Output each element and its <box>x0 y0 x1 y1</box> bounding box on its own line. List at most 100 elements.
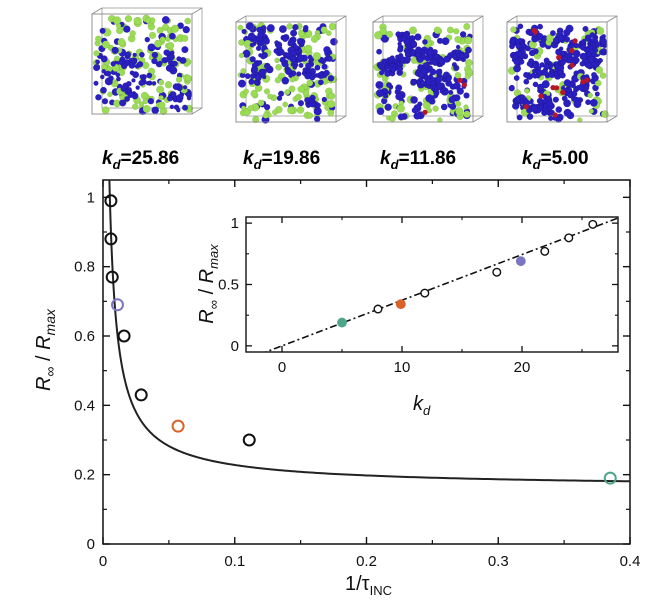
snapshot-particle <box>410 79 417 86</box>
snapshot-particle <box>139 74 144 79</box>
snapshot-particle <box>585 62 593 69</box>
snapshot-particle <box>289 55 297 63</box>
snapshot-particle <box>464 73 471 80</box>
snapshot-particle <box>101 98 109 105</box>
main-fit-curve <box>108 180 630 483</box>
snapshot-particle <box>315 102 321 109</box>
snapshot-particle <box>119 94 125 101</box>
snapshot-particle <box>537 23 544 30</box>
snapshot-particle <box>310 35 319 43</box>
snapshot-particle <box>385 30 394 38</box>
snapshot-box-depth-edge <box>506 15 518 23</box>
snapshot-particle <box>513 64 522 73</box>
inset-data-point <box>588 219 598 229</box>
snapshot-particle <box>266 24 275 33</box>
snapshot-particle <box>463 92 470 99</box>
snapshot-particle <box>288 85 296 93</box>
snapshot-particle <box>101 106 110 115</box>
snapshot-particle <box>95 59 101 65</box>
snapshot-particle <box>514 96 522 103</box>
snapshot-particle <box>430 80 436 86</box>
snapshot-particle <box>95 94 102 101</box>
snapshot-particle <box>241 105 247 111</box>
snapshot-particle <box>415 52 421 58</box>
snapshot-particle <box>177 22 184 30</box>
snapshot-particle <box>184 74 192 82</box>
snapshot-particle <box>448 89 454 95</box>
snapshot-particle <box>560 59 566 66</box>
main-y-tick-label: 0.4 <box>74 397 95 414</box>
snapshot-particle <box>148 31 157 39</box>
snapshot-particle <box>241 28 247 35</box>
snapshot-particle <box>127 91 134 99</box>
snapshot-box <box>235 15 347 124</box>
snapshot-particle <box>304 44 313 53</box>
snapshot-particle <box>596 26 605 35</box>
snapshot-particle <box>135 85 140 90</box>
snapshot-particle <box>244 73 251 80</box>
snapshot-particle <box>115 76 121 82</box>
snapshot-particle <box>144 17 152 24</box>
snapshot-particle <box>438 58 445 65</box>
snapshot-particle <box>463 23 471 30</box>
snapshot-particle <box>580 79 586 85</box>
snapshot-particle <box>169 104 175 110</box>
main-data-point <box>134 388 148 402</box>
snapshot-particle <box>132 71 140 79</box>
snapshot-particle <box>456 87 464 95</box>
snapshot-particle <box>400 35 407 42</box>
snapshot-particle <box>317 79 324 86</box>
snapshot-particle <box>99 27 106 34</box>
snapshot-label-4: kd=5.00 <box>522 148 589 172</box>
snapshot-particle <box>250 89 258 98</box>
snapshot-particle <box>249 42 255 48</box>
snapshot-particle <box>546 34 555 43</box>
snapshot-particle <box>528 49 536 57</box>
snapshot-particle <box>424 56 431 62</box>
snapshot-particle <box>146 72 153 79</box>
snapshot-particle <box>276 95 283 101</box>
snapshot-particle <box>99 74 105 80</box>
snapshot-particle <box>175 76 183 83</box>
snapshot-particle <box>557 69 563 76</box>
snapshot-particle <box>601 47 607 54</box>
snapshot-box-depth-edge <box>191 7 203 15</box>
main-data-point <box>242 433 256 447</box>
snapshot-particle <box>181 104 189 111</box>
snapshot-particle <box>100 55 108 63</box>
snapshot-particle <box>538 93 544 99</box>
snapshot-particle <box>282 36 289 43</box>
snapshot-particle <box>292 64 298 70</box>
snapshot-particle <box>554 85 560 91</box>
snapshot-particle <box>410 35 415 41</box>
inset-y-axis-title: R∞ / Rmax <box>196 244 221 324</box>
snapshot-box-depth-edge <box>191 107 203 115</box>
snapshot-particle <box>589 98 598 107</box>
snapshot-particle <box>508 85 515 92</box>
snapshot-particle <box>410 96 418 104</box>
snapshot-particle <box>151 57 158 65</box>
snapshot-particle <box>513 75 520 81</box>
snapshot-particle <box>589 32 596 38</box>
snapshot-particle <box>397 46 404 53</box>
snapshot-box-depth-edge <box>472 15 484 23</box>
snapshot-particle <box>601 110 609 118</box>
snapshot-particle <box>132 52 137 58</box>
snapshot-particle <box>455 107 464 116</box>
snapshot-particle <box>302 26 309 33</box>
main-x-tick-label: 0.1 <box>224 553 245 570</box>
snapshot-particle <box>323 46 331 54</box>
inset-data-point <box>492 267 502 277</box>
main-y-tick-label: 0 <box>87 536 95 553</box>
snapshot-particle <box>290 29 298 37</box>
snapshot-particle <box>565 52 572 59</box>
snapshot-particle <box>464 36 473 45</box>
snapshot-particle <box>397 113 405 121</box>
snapshot-particle <box>170 65 176 72</box>
snapshot-particle <box>577 83 585 91</box>
snapshot-particle <box>158 79 165 86</box>
snapshot-particle <box>516 114 523 121</box>
snapshot-particle <box>154 40 162 48</box>
snapshot-particle <box>247 32 256 40</box>
